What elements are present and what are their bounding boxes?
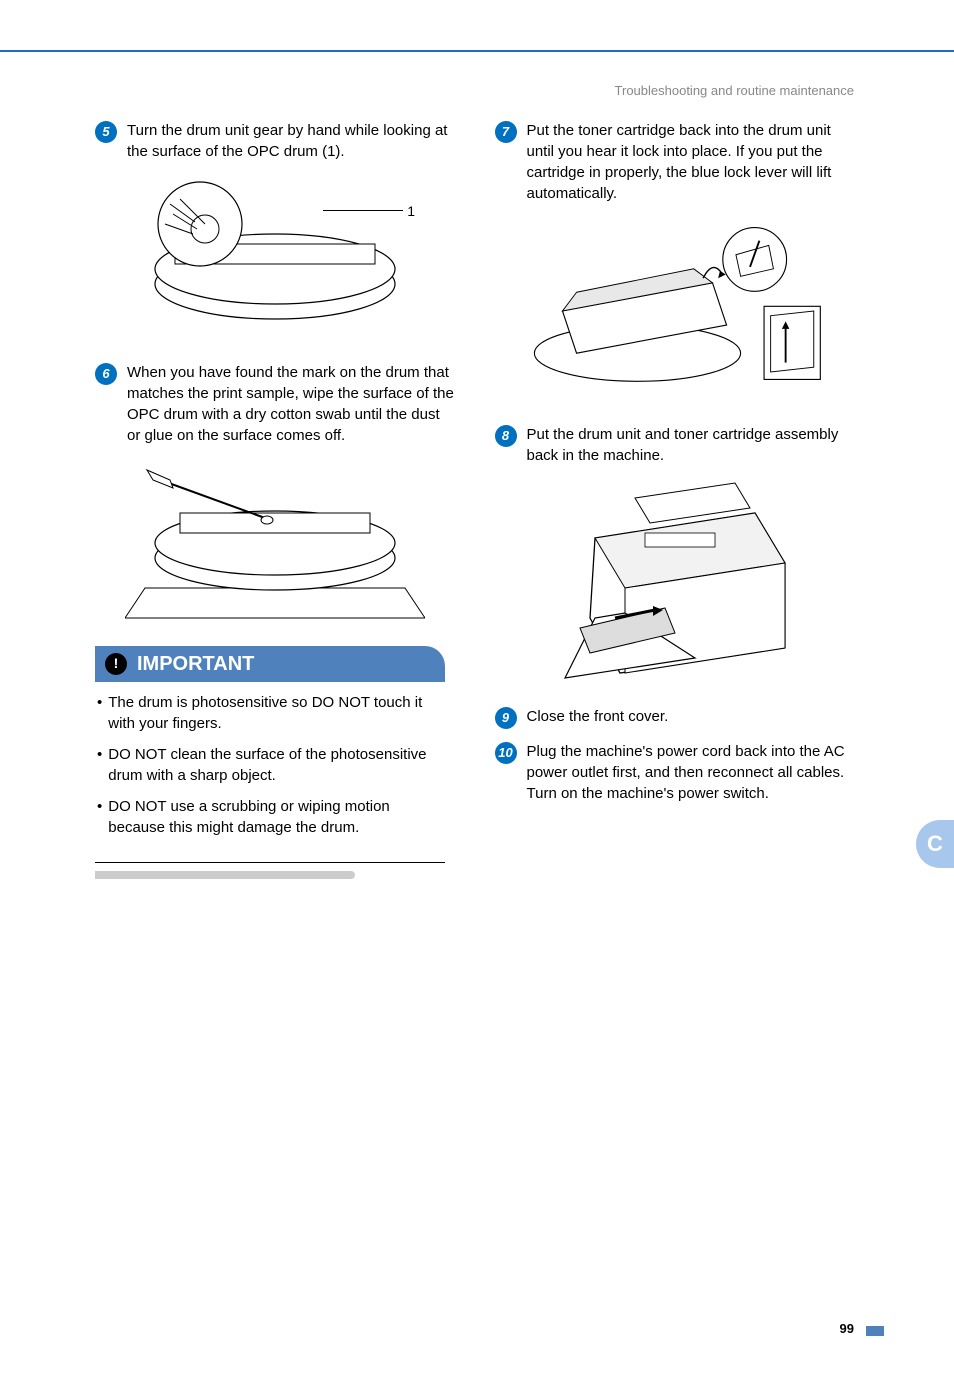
important-box: ! IMPORTANT The drum is photosensitive s…: [95, 646, 445, 879]
step-text-10: Plug the machine's power cord back into …: [527, 741, 855, 804]
step-number-7: 7: [495, 121, 517, 143]
toner-reinsert-illustration: [525, 216, 825, 406]
step-8: 8 Put the drum unit and toner cartridge …: [495, 424, 855, 466]
machine-assembly-illustration: [525, 478, 825, 688]
step-text-6: When you have found the mark on the drum…: [127, 362, 455, 446]
figure-machine-assembly: [525, 478, 825, 688]
important-title: IMPORTANT: [137, 650, 254, 678]
right-column: 7 Put the toner cartridge back into the …: [495, 120, 855, 879]
important-underline: [95, 871, 355, 879]
step-number-8: 8: [495, 425, 517, 447]
exclamation-icon: !: [105, 653, 127, 675]
important-item: The drum is photosensitive so DO NOT tou…: [97, 692, 443, 734]
step-10: 10 Plug the machine's power cord back in…: [495, 741, 855, 804]
step-text-5: Turn the drum unit gear by hand while lo…: [127, 120, 455, 162]
page-mark: [866, 1326, 884, 1336]
drum-gear-illustration: [125, 174, 425, 344]
figure-toner-reinsert: [525, 216, 825, 406]
important-item: DO NOT clean the surface of the photosen…: [97, 744, 443, 786]
figure-callout-line: [323, 210, 403, 211]
figure-callout-1: 1: [407, 202, 415, 222]
breadcrumb: Troubleshooting and routine maintenance: [0, 52, 954, 100]
figure-drum-gear: 1: [125, 174, 425, 344]
important-item: DO NOT use a scrubbing or wiping motion …: [97, 796, 443, 838]
cotton-swab-illustration: [125, 458, 425, 628]
page-number: 99: [840, 1320, 854, 1338]
step-number-9: 9: [495, 707, 517, 729]
important-list: The drum is photosensitive so DO NOT tou…: [95, 682, 445, 863]
content-columns: 5 Turn the drum unit gear by hand while …: [0, 100, 954, 879]
left-column: 5 Turn the drum unit gear by hand while …: [95, 120, 455, 879]
step-number-6: 6: [95, 363, 117, 385]
step-number-10: 10: [495, 742, 517, 764]
step-text-7: Put the toner cartridge back into the dr…: [527, 120, 855, 204]
step-5: 5 Turn the drum unit gear by hand while …: [95, 120, 455, 162]
step-text-9: Close the front cover.: [527, 706, 855, 727]
step-7: 7 Put the toner cartridge back into the …: [495, 120, 855, 204]
step-9: 9 Close the front cover.: [495, 706, 855, 729]
step-text-8: Put the drum unit and toner cartridge as…: [527, 424, 855, 466]
step-6: 6 When you have found the mark on the dr…: [95, 362, 455, 446]
important-header: ! IMPORTANT: [95, 646, 445, 682]
figure-cotton-swab: [125, 458, 425, 628]
step-number-5: 5: [95, 121, 117, 143]
